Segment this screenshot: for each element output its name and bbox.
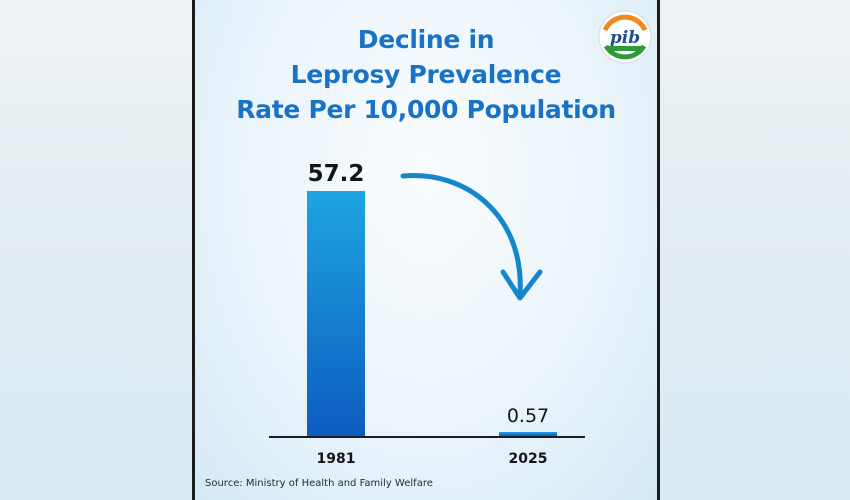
background-left bbox=[0, 0, 192, 500]
title-line-2: Leprosy Prevalence bbox=[290, 60, 562, 89]
pib-logo: pib bbox=[598, 10, 652, 64]
value-label-1981: 57.2 bbox=[308, 161, 365, 187]
title-line-3: Rate Per 10,000 Population bbox=[236, 95, 616, 124]
arrow-head-icon bbox=[500, 269, 543, 301]
bar-2025 bbox=[499, 432, 557, 436]
bar-1981 bbox=[307, 191, 365, 436]
category-label-1981: 1981 bbox=[317, 451, 356, 467]
svg-text:pib: pib bbox=[610, 28, 640, 48]
infographic-card: Decline in Leprosy Prevalence Rate Per 1… bbox=[192, 0, 660, 500]
bar-chart: 57.2 1981 0.57 2025 bbox=[269, 161, 585, 467]
source-note: Source: Ministry of Health and Family We… bbox=[205, 478, 433, 489]
decline-arrow bbox=[400, 172, 523, 298]
value-label-2025: 0.57 bbox=[507, 405, 549, 427]
category-label-2025: 2025 bbox=[509, 451, 548, 467]
title-line-1: Decline in bbox=[357, 25, 495, 54]
background-right bbox=[660, 0, 850, 500]
